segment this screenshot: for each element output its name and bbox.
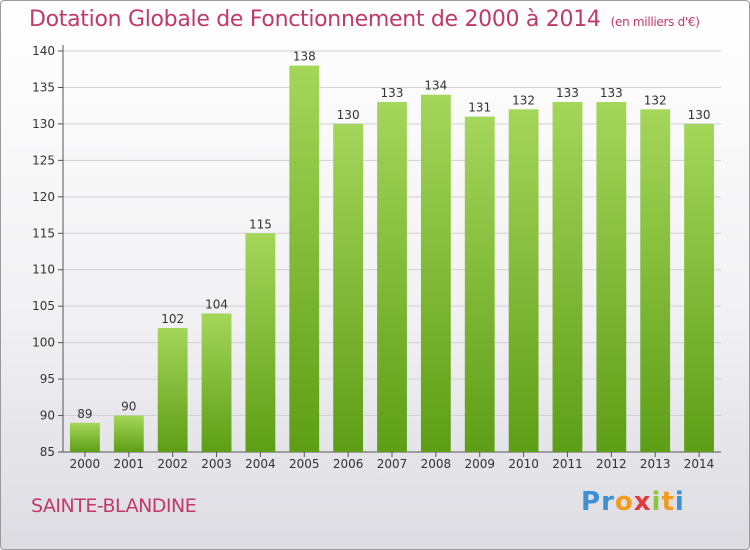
chart-title: Dotation Globale de Fonctionnement de 20… xyxy=(29,7,700,32)
bar-value-label: 90 xyxy=(121,400,136,414)
bar-value-label: 89 xyxy=(77,407,92,421)
bar-value-label: 134 xyxy=(424,79,447,93)
y-tick-label: 95 xyxy=(40,372,55,386)
bar xyxy=(113,415,144,452)
x-tick-label: 2008 xyxy=(421,457,452,471)
bar-value-label: 132 xyxy=(644,93,667,107)
bar-value-label: 138 xyxy=(293,50,316,64)
bar xyxy=(377,102,407,452)
bar xyxy=(420,94,451,452)
x-tick-label: 2002 xyxy=(157,457,188,471)
bar-value-label: 133 xyxy=(556,86,579,100)
x-tick-label: 2009 xyxy=(464,457,495,471)
bar xyxy=(552,102,583,452)
y-tick-label: 140 xyxy=(32,44,55,58)
x-tick-label: 2005 xyxy=(289,457,320,471)
x-tick-label: 2014 xyxy=(684,457,715,471)
bar xyxy=(596,102,627,452)
logo-letter: P xyxy=(581,487,602,517)
bar xyxy=(157,328,188,452)
bar-value-label: 130 xyxy=(337,108,360,122)
y-tick-label: 100 xyxy=(32,336,55,350)
bar xyxy=(508,109,539,452)
y-tick-label: 90 xyxy=(40,409,55,423)
commune-name: SAINTE-BLANDINE xyxy=(31,495,197,517)
logo-letter: t xyxy=(661,487,675,517)
y-tick-label: 115 xyxy=(32,226,55,240)
bar xyxy=(464,116,495,453)
y-tick-label: 85 xyxy=(40,445,55,459)
y-tick-label: 130 xyxy=(32,117,55,131)
logo-letter: i xyxy=(674,487,685,517)
x-tick-label: 2003 xyxy=(201,457,232,471)
y-tick-label: 125 xyxy=(32,153,55,167)
x-tick-label: 2001 xyxy=(114,457,145,471)
bar-value-label: 102 xyxy=(161,312,184,326)
bar-value-label: 115 xyxy=(249,217,272,231)
x-tick-label: 2010 xyxy=(508,457,539,471)
logo-letter: o xyxy=(614,487,634,517)
x-tick-label: 2006 xyxy=(333,457,364,471)
x-tick-label: 2011 xyxy=(552,457,583,471)
x-tick-label: 2000 xyxy=(70,457,101,471)
y-tick-label: 135 xyxy=(32,80,55,94)
bar-value-label: 133 xyxy=(381,86,404,100)
logo-letter: r xyxy=(601,487,615,517)
bar xyxy=(684,123,714,452)
bar-value-label: 130 xyxy=(688,108,711,122)
x-tick-label: 2012 xyxy=(596,457,627,471)
bar xyxy=(245,233,276,452)
proxiti-logo: Proxiti xyxy=(581,487,685,517)
bar xyxy=(333,123,364,452)
bar xyxy=(289,65,320,452)
bar-value-label: 104 xyxy=(205,297,228,311)
bar-value-label: 132 xyxy=(512,93,535,107)
y-tick-label: 120 xyxy=(32,190,55,204)
bar-value-label: 131 xyxy=(468,101,491,115)
chart-title-text: Dotation Globale de Fonctionnement de 20… xyxy=(29,7,601,32)
bar xyxy=(70,422,100,452)
logo-letter: x xyxy=(633,487,652,517)
y-tick-label: 105 xyxy=(32,299,55,313)
logo-letter: i xyxy=(651,487,662,517)
x-tick-label: 2004 xyxy=(245,457,276,471)
bar xyxy=(201,313,232,452)
x-tick-label: 2007 xyxy=(377,457,408,471)
x-tick-label: 2013 xyxy=(640,457,671,471)
unit-note: (en milliers d'€) xyxy=(610,15,700,29)
bar xyxy=(640,109,671,452)
y-tick-label: 110 xyxy=(32,263,55,277)
bar-value-label: 133 xyxy=(600,86,623,100)
